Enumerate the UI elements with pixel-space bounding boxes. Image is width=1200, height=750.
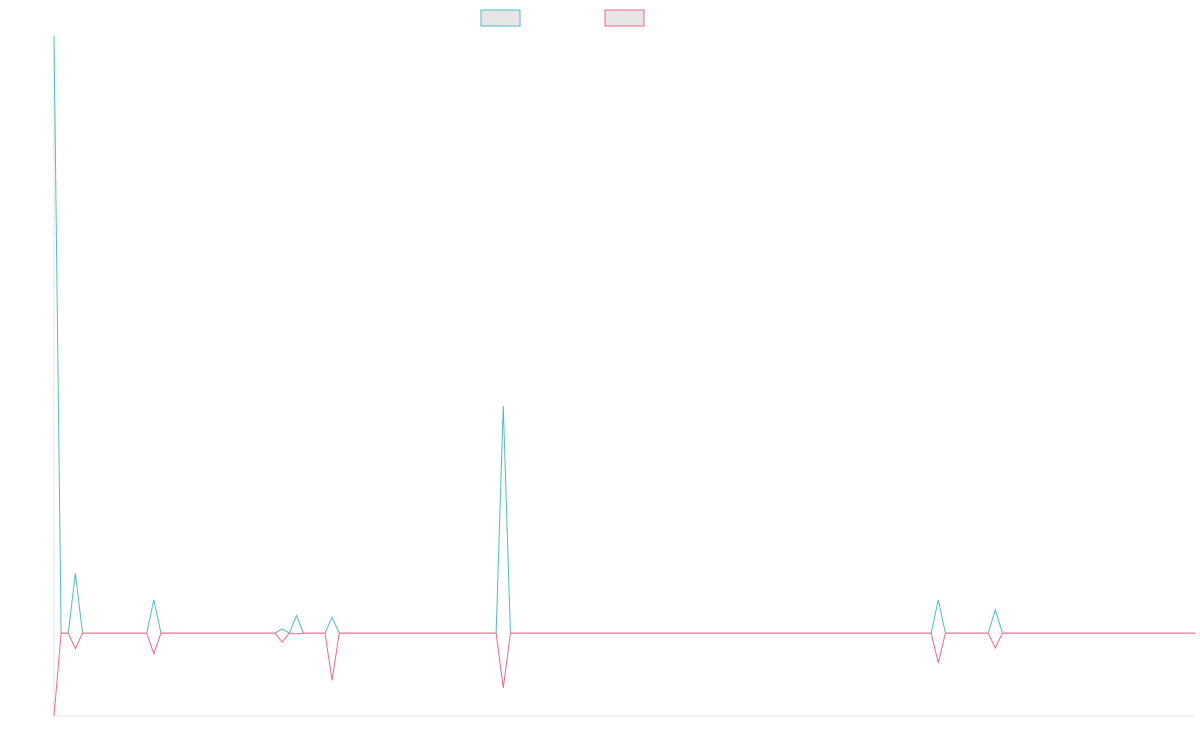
series-line (53, 35, 1195, 634)
legend-swatch (480, 9, 521, 27)
series-line (53, 632, 1195, 717)
legend-swatch (604, 9, 645, 27)
